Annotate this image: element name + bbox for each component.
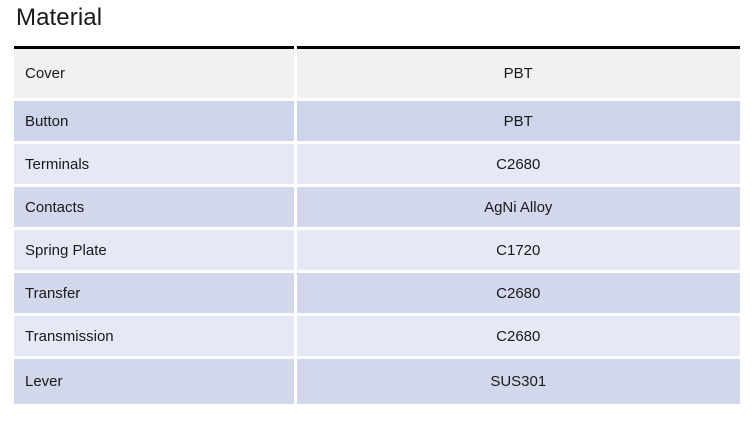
row-value-cell: C2680 bbox=[295, 142, 740, 187]
row-label-cell: Button bbox=[14, 99, 297, 144]
row-label-text: Lever bbox=[25, 373, 63, 390]
table-row: Spring Plate C1720 bbox=[14, 228, 740, 273]
row-value-text: PBT bbox=[503, 65, 533, 82]
row-label-cell: Cover bbox=[14, 46, 297, 101]
table-row: Contacts AgNi Alloy bbox=[14, 185, 740, 230]
table-row: Button PBT bbox=[14, 99, 740, 144]
row-value-text: PBT bbox=[503, 112, 533, 130]
table-row: Cover PBT bbox=[14, 46, 740, 101]
row-label-cell: Transfer bbox=[14, 271, 297, 316]
row-value-cell: PBT bbox=[295, 99, 740, 144]
row-value-cell: PBT bbox=[295, 46, 740, 101]
row-label-cell: Contacts bbox=[14, 185, 297, 230]
material-specification-table: Cover PBT Button PBT Terminals bbox=[14, 46, 740, 404]
row-label-cell: Terminals bbox=[14, 142, 297, 187]
row-label-text: Contacts bbox=[25, 198, 85, 216]
row-value-text: C2680 bbox=[496, 155, 541, 173]
row-label-text: Terminals bbox=[25, 155, 90, 173]
table-row: Transfer C2680 bbox=[14, 271, 740, 316]
row-value-cell: AgNi Alloy bbox=[295, 185, 740, 230]
row-value-cell: C1720 bbox=[295, 228, 740, 273]
row-value-cell: C2680 bbox=[295, 314, 740, 359]
row-value-cell: C2680 bbox=[295, 271, 740, 316]
row-label-text: Transfer bbox=[25, 284, 81, 302]
row-value-text: SUS301 bbox=[490, 373, 547, 390]
table-row: Transmission C2680 bbox=[14, 314, 740, 359]
row-label-text: Transmission bbox=[25, 327, 114, 345]
row-label-cell: Lever bbox=[14, 357, 297, 404]
table-body: Cover PBT Button PBT Terminals bbox=[14, 46, 740, 404]
table-row: Terminals C2680 bbox=[14, 142, 740, 187]
row-label-text: Cover bbox=[25, 65, 66, 82]
table-row: Lever SUS301 bbox=[14, 357, 740, 404]
row-label-cell: Transmission bbox=[14, 314, 297, 359]
row-value-text: AgNi Alloy bbox=[484, 198, 553, 216]
row-label-cell: Spring Plate bbox=[14, 228, 297, 273]
row-value-text: C2680 bbox=[496, 327, 541, 345]
row-value-text: C2680 bbox=[496, 284, 541, 302]
row-value-text: C1720 bbox=[496, 241, 541, 259]
row-value-cell: SUS301 bbox=[295, 357, 740, 404]
row-label-text: Button bbox=[25, 112, 69, 130]
page-title: Material bbox=[16, 4, 103, 31]
row-label-text: Spring Plate bbox=[25, 241, 107, 259]
